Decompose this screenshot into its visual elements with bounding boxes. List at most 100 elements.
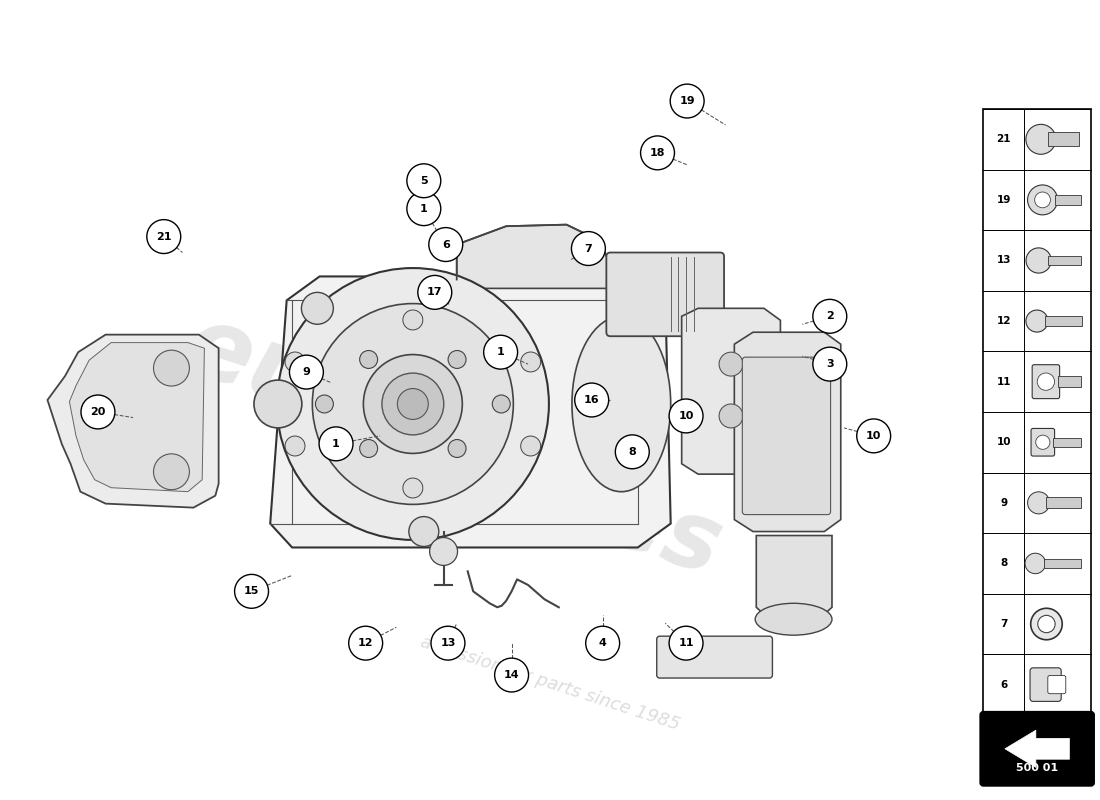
Circle shape xyxy=(640,136,674,170)
Bar xyxy=(1057,376,1081,387)
Circle shape xyxy=(277,268,549,540)
Circle shape xyxy=(520,352,540,372)
Circle shape xyxy=(431,626,465,660)
Circle shape xyxy=(301,292,333,324)
Text: 2: 2 xyxy=(826,311,834,322)
FancyBboxPatch shape xyxy=(980,712,1093,786)
Bar xyxy=(1053,438,1080,447)
Polygon shape xyxy=(456,225,616,288)
Text: 6: 6 xyxy=(1000,680,1008,690)
Bar xyxy=(1044,558,1081,568)
Circle shape xyxy=(719,352,742,376)
Circle shape xyxy=(418,275,452,310)
Polygon shape xyxy=(69,342,205,492)
Circle shape xyxy=(403,478,422,498)
FancyBboxPatch shape xyxy=(657,636,772,678)
Text: 1: 1 xyxy=(420,204,428,214)
Circle shape xyxy=(1026,310,1048,332)
Circle shape xyxy=(495,658,529,692)
Text: 6: 6 xyxy=(442,239,450,250)
Text: 16: 16 xyxy=(584,395,600,405)
Circle shape xyxy=(403,310,422,330)
Circle shape xyxy=(615,435,649,469)
Text: 500 01: 500 01 xyxy=(1016,762,1058,773)
Circle shape xyxy=(363,354,462,454)
Circle shape xyxy=(484,335,518,369)
Text: 9: 9 xyxy=(1000,498,1008,508)
Circle shape xyxy=(285,352,305,372)
Circle shape xyxy=(429,228,463,262)
Text: 21: 21 xyxy=(997,134,1011,144)
Text: 11: 11 xyxy=(679,638,694,648)
Circle shape xyxy=(1037,373,1055,390)
Circle shape xyxy=(289,355,323,389)
Circle shape xyxy=(1026,124,1056,154)
Circle shape xyxy=(669,399,703,433)
Text: 8: 8 xyxy=(628,447,636,457)
Bar xyxy=(1055,195,1080,205)
Text: 11: 11 xyxy=(997,377,1011,386)
Circle shape xyxy=(430,538,458,566)
Circle shape xyxy=(154,350,189,386)
Circle shape xyxy=(397,389,428,419)
Polygon shape xyxy=(271,277,671,547)
Circle shape xyxy=(154,454,189,490)
Text: 7: 7 xyxy=(1000,619,1008,629)
Circle shape xyxy=(520,436,540,456)
Text: 13: 13 xyxy=(440,638,455,648)
Circle shape xyxy=(382,373,443,435)
FancyBboxPatch shape xyxy=(1031,429,1055,456)
Circle shape xyxy=(1037,615,1055,633)
Circle shape xyxy=(146,220,180,254)
Text: 21: 21 xyxy=(156,231,172,242)
Circle shape xyxy=(316,395,333,413)
Text: 7: 7 xyxy=(584,243,592,254)
Polygon shape xyxy=(735,332,840,531)
Bar xyxy=(1048,256,1080,266)
Circle shape xyxy=(1031,608,1063,640)
Circle shape xyxy=(1036,435,1049,450)
Text: 13: 13 xyxy=(997,255,1011,266)
Text: 12: 12 xyxy=(358,638,373,648)
Circle shape xyxy=(857,419,891,453)
Text: 12: 12 xyxy=(997,316,1011,326)
Circle shape xyxy=(407,164,441,198)
Text: 5: 5 xyxy=(420,176,428,186)
Text: euro: euro xyxy=(172,298,446,470)
FancyBboxPatch shape xyxy=(606,253,724,336)
FancyBboxPatch shape xyxy=(1048,675,1066,694)
Bar xyxy=(1045,316,1081,326)
Ellipse shape xyxy=(756,603,832,635)
Circle shape xyxy=(670,84,704,118)
Circle shape xyxy=(360,350,377,369)
Text: 17: 17 xyxy=(427,287,442,298)
Circle shape xyxy=(319,427,353,461)
Text: spares: spares xyxy=(367,397,733,594)
Bar xyxy=(1046,498,1081,508)
Text: 4: 4 xyxy=(598,638,606,648)
Circle shape xyxy=(813,299,847,334)
Circle shape xyxy=(493,395,510,413)
Circle shape xyxy=(285,436,305,456)
Circle shape xyxy=(719,404,742,428)
Text: 10: 10 xyxy=(866,431,881,441)
Circle shape xyxy=(312,303,514,504)
Bar xyxy=(1048,132,1079,146)
Ellipse shape xyxy=(572,316,671,492)
Circle shape xyxy=(81,395,114,429)
FancyBboxPatch shape xyxy=(1030,668,1062,702)
Circle shape xyxy=(360,439,377,458)
Text: 3: 3 xyxy=(826,359,834,369)
Polygon shape xyxy=(682,308,780,474)
Circle shape xyxy=(1027,185,1057,215)
Text: 14: 14 xyxy=(504,670,519,680)
FancyBboxPatch shape xyxy=(1032,365,1059,398)
Text: 15: 15 xyxy=(244,586,260,596)
Polygon shape xyxy=(1005,730,1069,767)
Circle shape xyxy=(1027,492,1049,514)
Text: 19: 19 xyxy=(680,96,695,106)
Circle shape xyxy=(1026,248,1052,273)
Circle shape xyxy=(448,439,466,458)
Circle shape xyxy=(574,383,608,417)
Polygon shape xyxy=(47,334,219,508)
